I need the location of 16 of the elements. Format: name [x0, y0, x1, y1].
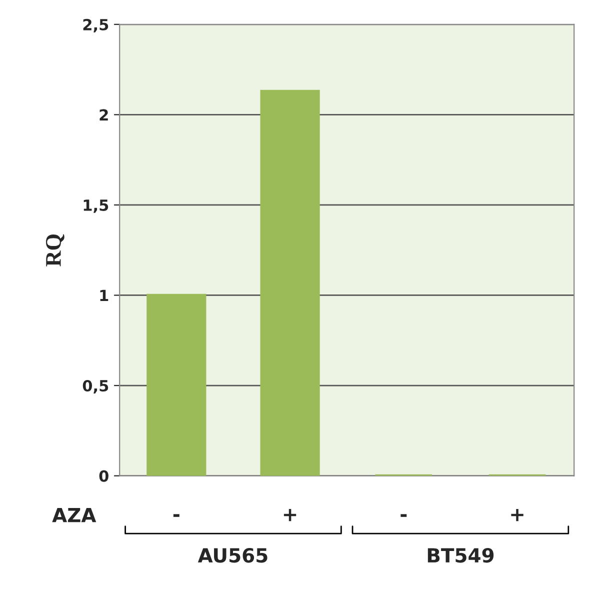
text: BT549 [428, 548, 494, 563]
x-tick-label: - [400, 514, 407, 517]
y-tick-label: 2 [100, 109, 108, 120]
text: AU565 [198, 548, 268, 563]
x-tick-label: - [173, 514, 180, 517]
x-tick-label: + [511, 508, 524, 522]
x-axis-title: AZA [52, 508, 96, 522]
bar [260, 90, 320, 476]
y-tick-label: 1,5 [84, 200, 108, 213]
x-tick-label: + [284, 508, 296, 522]
y-axis-title: RQ [46, 234, 64, 266]
y-tick-label: 1 [100, 290, 108, 302]
y-tick-label: 2,5 [83, 18, 108, 32]
y-tick-label: 0,5 [82, 380, 108, 394]
bar [146, 294, 206, 476]
y-tick-label: 0 [99, 470, 108, 482]
